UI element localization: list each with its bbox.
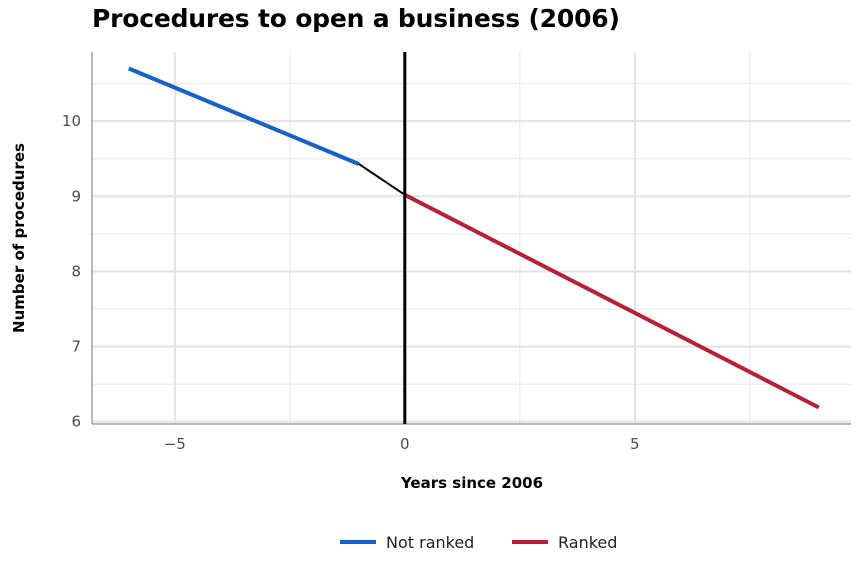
y-tick-label: 8 bbox=[71, 262, 81, 280]
x-tick-label: −5 bbox=[164, 435, 186, 453]
series-line-not-ranked bbox=[128, 66, 360, 166]
y-tick-label: 10 bbox=[62, 112, 81, 130]
legend-label: Ranked bbox=[558, 533, 617, 552]
legend: Not ranked Ranked bbox=[340, 533, 617, 552]
minor-gridlines bbox=[92, 52, 851, 424]
series-line-ranked bbox=[403, 193, 820, 410]
x-axis-label: Years since 2006 bbox=[400, 474, 543, 492]
major-gridlines bbox=[92, 52, 851, 424]
x-tick-label: 0 bbox=[400, 435, 410, 453]
tick-labels: −5 0 5 6 7 8 9 10 bbox=[62, 112, 640, 453]
axes bbox=[91, 52, 851, 425]
x-tick-label: 5 bbox=[630, 435, 640, 453]
y-tick-label: 6 bbox=[71, 413, 81, 431]
y-tick-label: 7 bbox=[71, 338, 81, 356]
legend-label: Not ranked bbox=[386, 533, 474, 552]
series-layer bbox=[128, 52, 820, 424]
connector-line bbox=[358, 163, 406, 196]
chart-title: Procedures to open a business (2006) bbox=[92, 4, 620, 33]
y-tick-label: 9 bbox=[71, 187, 81, 205]
y-axis-label: Number of procedures bbox=[10, 143, 28, 333]
